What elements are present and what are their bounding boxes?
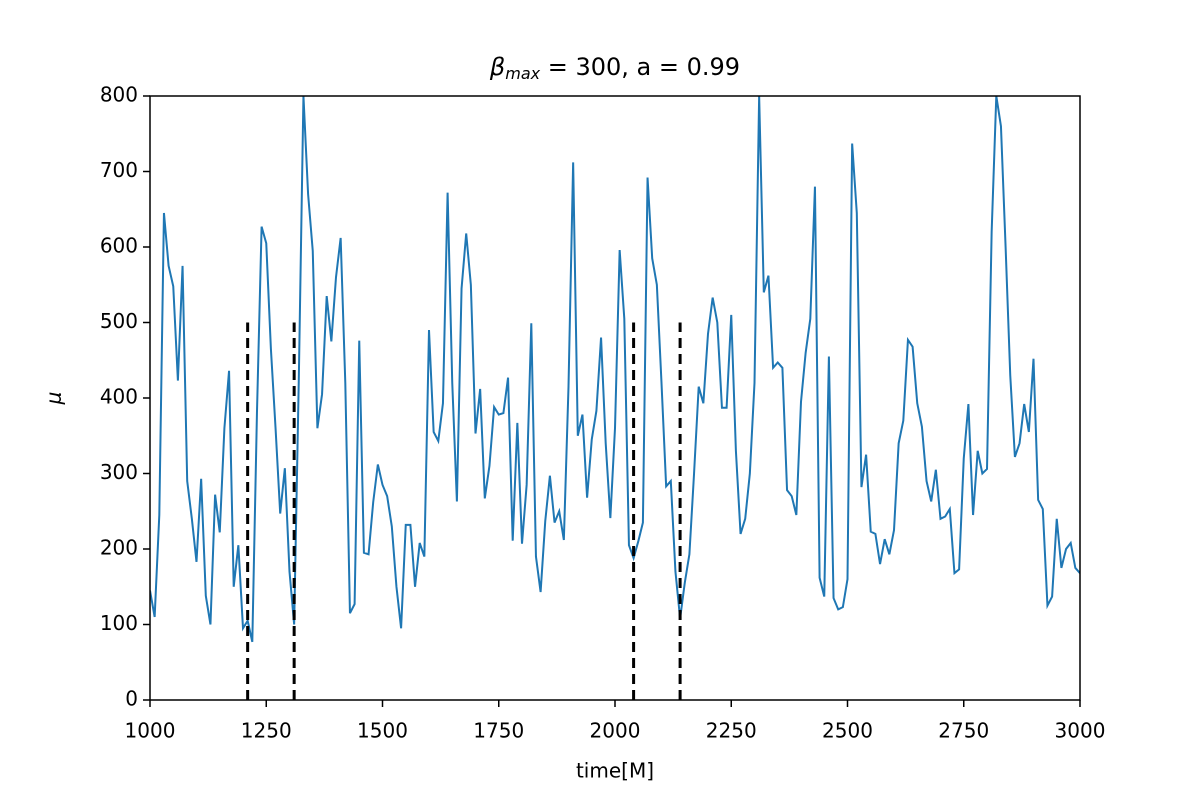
y-tick-label: 100: [100, 611, 138, 635]
y-tick-label: 400: [100, 385, 138, 409]
x-tick-label: 2500: [822, 719, 873, 743]
x-tick-label: 2250: [706, 719, 757, 743]
title-rest: = 300, a = 0.99: [540, 53, 740, 81]
x-tick-label: 1000: [125, 719, 176, 743]
x-axis-label: time[M]: [576, 759, 654, 783]
title-symbol: β: [489, 53, 505, 81]
title-subscript: max: [505, 64, 540, 83]
x-tick-label: 2750: [938, 719, 989, 743]
y-tick-label: 500: [100, 309, 138, 333]
y-tick-label: 700: [100, 158, 138, 182]
y-axis-label: μ: [42, 392, 66, 406]
y-tick-label: 0: [125, 687, 138, 711]
y-tick-label: 600: [100, 234, 138, 258]
x-tick-label: 2000: [590, 719, 641, 743]
data-line: [150, 96, 1080, 643]
x-tick-label: 1500: [357, 719, 408, 743]
chart-title: βmax = 300, a = 0.99: [489, 53, 740, 83]
x-tick-label: 3000: [1055, 719, 1106, 743]
y-tick-label: 800: [100, 83, 138, 107]
x-tick-label: 1750: [473, 719, 524, 743]
y-tick-label: 200: [100, 536, 138, 560]
y-tick-label: 300: [100, 460, 138, 484]
x-tick-label: 1250: [241, 719, 292, 743]
